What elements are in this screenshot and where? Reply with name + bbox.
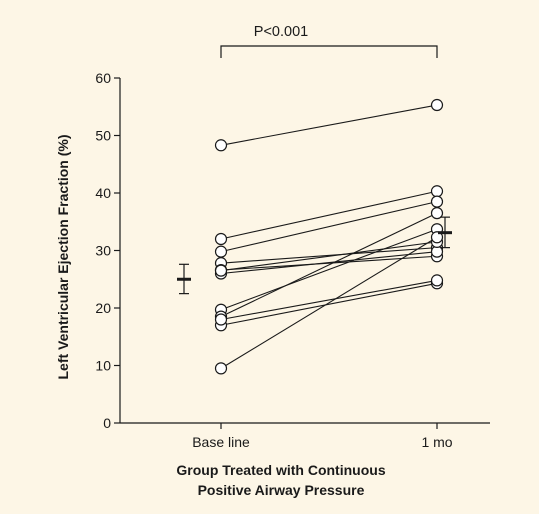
y-tick-label: 30 bbox=[95, 243, 111, 259]
x-tick-label: Base line bbox=[192, 434, 250, 450]
significance-label: P<0.001 bbox=[254, 24, 308, 40]
x-tick-label: 1 mo bbox=[421, 434, 452, 450]
series-line bbox=[221, 105, 437, 145]
series-lines bbox=[221, 105, 437, 368]
data-point bbox=[432, 275, 443, 286]
series-points bbox=[216, 100, 443, 374]
series-line bbox=[221, 283, 437, 325]
data-point bbox=[216, 363, 227, 374]
chart-panel: 0 10 20 30 40 50 60 Base line 1 mo P<0.001 Left … bbox=[8, 6, 530, 506]
y-tick-label: 0 bbox=[103, 415, 111, 431]
y-tick-label: 20 bbox=[95, 300, 111, 316]
data-point bbox=[216, 140, 227, 151]
series-line bbox=[221, 237, 437, 368]
significance-bracket bbox=[221, 46, 437, 58]
data-point bbox=[432, 186, 443, 197]
x-axis-label-line2: Positive Airway Pressure bbox=[198, 482, 365, 498]
series-line bbox=[221, 191, 437, 239]
series-line bbox=[221, 242, 437, 271]
data-point bbox=[432, 100, 443, 111]
series-line bbox=[221, 213, 437, 317]
x-axis-label-line1: Group Treated with Continuous bbox=[176, 462, 385, 478]
y-axis-label: Left Ventricular Ejection Fraction (%) bbox=[55, 134, 71, 379]
series-line bbox=[221, 229, 437, 310]
y-tick-label: 40 bbox=[95, 185, 111, 201]
chart: 0 10 20 30 40 50 60 Base line 1 mo P<0.001 Left … bbox=[8, 6, 530, 506]
data-point bbox=[216, 265, 227, 276]
data-point bbox=[216, 234, 227, 245]
y-tick-label: 50 bbox=[95, 128, 111, 144]
y-tick-label: 10 bbox=[95, 358, 111, 374]
y-tick-label: 60 bbox=[95, 70, 111, 86]
series-line bbox=[221, 280, 437, 319]
data-point bbox=[216, 314, 227, 325]
series-line bbox=[221, 202, 437, 252]
data-point bbox=[432, 196, 443, 207]
series-line bbox=[221, 256, 437, 270]
data-point bbox=[216, 246, 227, 257]
